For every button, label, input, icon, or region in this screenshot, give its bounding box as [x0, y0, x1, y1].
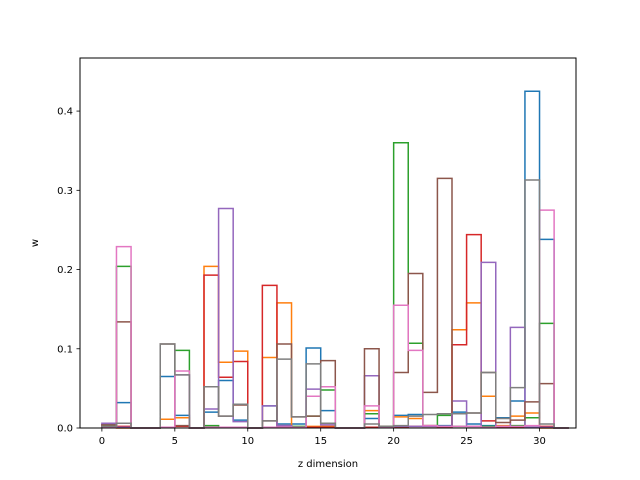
y-axis-label: w — [30, 239, 41, 247]
y-axis: 0.0 0.1 0.2 0.3 0.4 — [57, 107, 80, 435]
x-axis-label: z dimension — [298, 459, 358, 470]
y-tick-label: 0.1 — [57, 344, 73, 355]
x-tick-label: 25 — [460, 436, 473, 447]
x-tick-label: 15 — [314, 436, 327, 447]
x-tick-label: 30 — [533, 436, 546, 447]
y-tick-label: 0.0 — [57, 424, 73, 435]
y-tick-label: 0.2 — [57, 265, 73, 276]
histogram-series-7 — [101, 209, 569, 429]
x-tick-label: 5 — [172, 436, 178, 447]
y-tick-label: 0.4 — [57, 107, 73, 118]
plot-area-frame — [79, 57, 577, 429]
series-layer — [101, 90, 569, 429]
x-tick-label: 0 — [99, 436, 105, 447]
histogram-series-8 — [101, 179, 569, 429]
x-tick-label: 10 — [241, 436, 254, 447]
y-tick-label: 0.3 — [57, 186, 73, 197]
x-axis: 0 5 10 15 20 25 30 — [99, 428, 546, 447]
x-tick-label: 20 — [387, 436, 400, 447]
